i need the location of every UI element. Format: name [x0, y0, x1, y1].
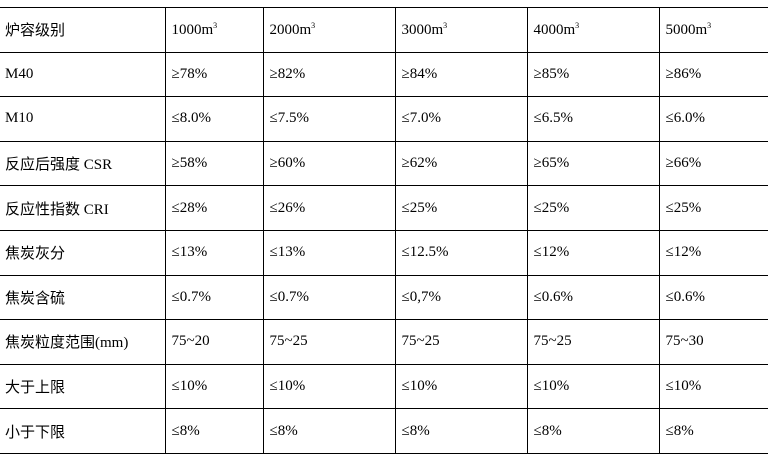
header-cell: 2000m3	[262, 7, 396, 53]
table-row: 反应后强度 CSR ≥58% ≥60% ≥62% ≥65% ≥66%	[0, 140, 768, 187]
unit-superscript: 3	[213, 20, 218, 30]
table-cell: ≥85%	[526, 51, 660, 98]
table-row: 焦炭含硫 ≤0.7% ≤0.7% ≤0,7% ≤0.6% ≤0.6%	[0, 274, 768, 321]
unit-superscript: 3	[575, 20, 580, 30]
unit-superscript: 3	[707, 20, 712, 30]
unit-superscript: 3	[443, 20, 448, 30]
table-cell: ≤10%	[658, 363, 768, 410]
table-row: 焦炭粒度范围(mm) 75~20 75~25 75~25 75~25 75~30	[0, 319, 768, 365]
table-cell: ≤0.6%	[526, 274, 660, 321]
table-cell: ≤6.5%	[526, 96, 660, 142]
table-cell: ≤0.7%	[164, 274, 264, 321]
row-label: M40	[0, 51, 166, 98]
table-cell: ≤13%	[262, 229, 396, 276]
table-cell: 75~25	[526, 319, 660, 365]
header-label: 炉容级别	[0, 7, 166, 53]
table-cell: 75~20	[164, 319, 264, 365]
header-cell: 5000m3	[658, 7, 768, 53]
table-cell: ≥60%	[262, 140, 396, 187]
row-label: 小于下限	[0, 408, 166, 454]
table-cell: 75~25	[394, 319, 528, 365]
row-label: 反应性指数 CRI	[0, 185, 166, 231]
row-label: 焦炭粒度范围(mm)	[0, 319, 166, 365]
furnace-volume: 3000m	[401, 21, 444, 38]
table-cell: ≤12.5%	[394, 229, 528, 276]
coke-quality-table: 炉容级别 1000m3 2000m3 3000m3 4000m3 5000m3 M40 ≥78…	[0, 7, 768, 454]
table-cell: ≤7.5%	[262, 96, 396, 142]
table-cell: ≤8%	[394, 408, 528, 454]
table-cell: ≥82%	[262, 51, 396, 98]
table-cell: ≤8%	[262, 408, 396, 454]
table-row: M40 ≥78% ≥82% ≥84% ≥85% ≥86%	[0, 51, 768, 98]
table-cell: ≤25%	[658, 185, 768, 231]
table-cell: ≤0.6%	[658, 274, 768, 321]
table-cell: ≤10%	[394, 363, 528, 410]
table-cell: ≤8%	[526, 408, 660, 454]
furnace-volume: 1000m	[171, 21, 214, 38]
table-row: 反应性指数 CRI ≤28% ≤26% ≤25% ≤25% ≤25%	[0, 185, 768, 231]
table-cell: ≤25%	[394, 185, 528, 231]
table-cell: ≤8.0%	[164, 96, 264, 142]
row-label: 焦炭含硫	[0, 274, 166, 321]
table-cell: ≥86%	[658, 51, 768, 98]
table-cell: 75~30	[658, 319, 768, 365]
row-label: 焦炭灰分	[0, 229, 166, 276]
table-cell: ≥62%	[394, 140, 528, 187]
table-row: 小于下限 ≤8% ≤8% ≤8% ≤8% ≤8%	[0, 408, 768, 454]
row-label: M10	[0, 96, 166, 142]
table-cell: ≤0,7%	[394, 274, 528, 321]
table-cell: ≥84%	[394, 51, 528, 98]
table-cell: ≤12%	[526, 229, 660, 276]
table-cell: ≤10%	[526, 363, 660, 410]
table-cell: ≤26%	[262, 185, 396, 231]
table-cell: ≤12%	[658, 229, 768, 276]
table-cell: ≥58%	[164, 140, 264, 187]
header-cell: 1000m3	[164, 7, 264, 53]
table-cell: ≤28%	[164, 185, 264, 231]
furnace-volume: 4000m	[533, 21, 576, 38]
header-cell: 4000m3	[526, 7, 660, 53]
table-cell: ≤8%	[164, 408, 264, 454]
row-label: 反应后强度 CSR	[0, 140, 166, 187]
table-row: 大于上限 ≤10% ≤10% ≤10% ≤10% ≤10%	[0, 363, 768, 410]
table-cell: ≤8%	[658, 408, 768, 454]
table-cell: ≤13%	[164, 229, 264, 276]
table-cell: ≤10%	[164, 363, 264, 410]
row-label: 大于上限	[0, 363, 166, 410]
table-row: 焦炭灰分 ≤13% ≤13% ≤12.5% ≤12% ≤12%	[0, 229, 768, 276]
table-cell: ≤0.7%	[262, 274, 396, 321]
furnace-volume: 2000m	[269, 21, 312, 38]
table-cell: ≥65%	[526, 140, 660, 187]
table-row: M10 ≤8.0% ≤7.5% ≤7.0% ≤6.5% ≤6.0%	[0, 96, 768, 142]
table-cell: ≥66%	[658, 140, 768, 187]
unit-superscript: 3	[311, 20, 316, 30]
table-cell: ≥78%	[164, 51, 264, 98]
furnace-volume: 5000m	[665, 21, 708, 38]
table-cell: 75~25	[262, 319, 396, 365]
table-cell: ≤25%	[526, 185, 660, 231]
table-cell: ≤10%	[262, 363, 396, 410]
header-row: 炉容级别 1000m3 2000m3 3000m3 4000m3 5000m3	[0, 7, 768, 53]
header-cell: 3000m3	[394, 7, 528, 53]
table-cell: ≤7.0%	[394, 96, 528, 142]
table-cell: ≤6.0%	[658, 96, 768, 142]
